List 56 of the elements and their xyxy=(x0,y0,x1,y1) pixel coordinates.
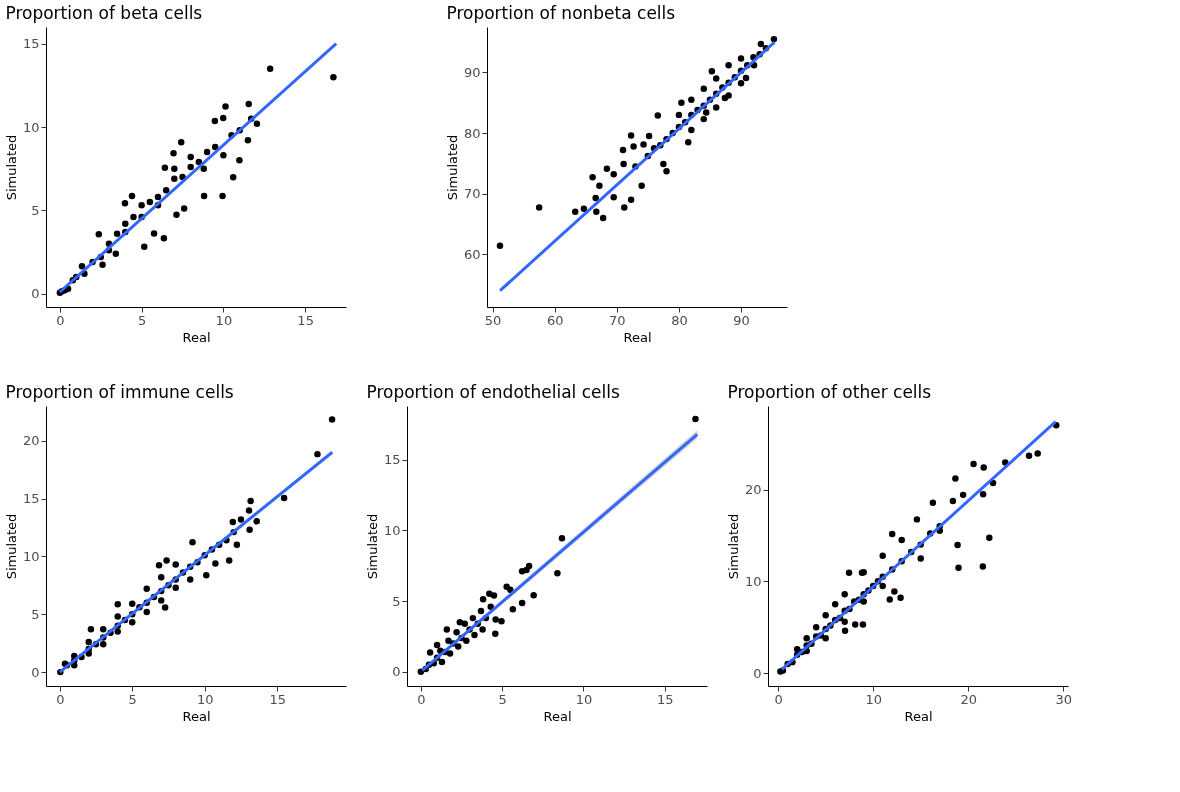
chart-title: Proportion of immune cells xyxy=(5,382,234,402)
x-axis-title: Real xyxy=(543,708,572,724)
y-tick-label: 10 xyxy=(744,573,762,589)
x-tick-label: 20 xyxy=(960,691,977,707)
y-axis-title: Simulated xyxy=(725,513,741,580)
x-tick-label: 0 xyxy=(56,312,65,328)
x-tick-label: 0 xyxy=(417,691,426,707)
x-tick-label: 10 xyxy=(865,691,882,707)
x-axis-title: Real xyxy=(182,329,211,345)
y-tick-label: 15 xyxy=(22,491,40,507)
chart-title: Proportion of nonbeta cells xyxy=(446,3,676,23)
y-tick-label: 10 xyxy=(22,548,40,564)
y-tick-label: 0 xyxy=(392,664,401,680)
y-tick-label: 5 xyxy=(31,606,40,622)
x-tick-label: 30 xyxy=(1055,691,1073,707)
x-tick-label: 10 xyxy=(196,691,214,707)
y-tick-label: 20 xyxy=(744,482,762,498)
x-tick-label: 70 xyxy=(609,312,626,328)
y-tick-label: 70 xyxy=(463,186,481,202)
y-tick-label: 10 xyxy=(383,522,401,538)
y-tick-label: 15 xyxy=(22,36,40,52)
x-tick-label: 0 xyxy=(56,691,65,707)
chart-title: Proportion of beta cells xyxy=(5,3,203,23)
y-tick-label: 20 xyxy=(22,433,40,449)
y-axis-title: Simulated xyxy=(3,513,19,580)
chart-title: Proportion of endothelial cells xyxy=(366,382,620,402)
x-axis-title: Real xyxy=(623,329,652,345)
x-tick-label: 10 xyxy=(215,312,233,328)
x-tick-label: 60 xyxy=(546,312,564,328)
x-tick-label: 5 xyxy=(138,312,147,328)
x-tick-label: 0 xyxy=(774,691,783,707)
x-tick-label: 50 xyxy=(484,312,502,328)
x-tick-label: 90 xyxy=(733,312,750,328)
x-tick-label: 15 xyxy=(656,691,674,707)
y-tick-label: 5 xyxy=(392,593,401,609)
y-tick-label: 80 xyxy=(463,125,481,141)
x-axis-title: Real xyxy=(904,708,933,724)
y-tick-label: 0 xyxy=(31,664,40,680)
x-tick-label: 5 xyxy=(498,691,507,707)
y-tick-label: 10 xyxy=(22,119,40,135)
y-tick-label: 5 xyxy=(31,202,40,218)
y-tick-label: 0 xyxy=(753,665,762,681)
x-axis-title: Real xyxy=(182,708,211,724)
x-tick-label: 15 xyxy=(297,312,314,328)
y-tick-label: 60 xyxy=(463,246,481,262)
y-axis-title: Simulated xyxy=(3,134,19,201)
chart-title: Proportion of other cells xyxy=(727,382,932,402)
x-tick-label: 80 xyxy=(671,312,688,328)
x-tick-label: 15 xyxy=(269,691,286,707)
y-tick-label: 15 xyxy=(383,452,401,468)
y-axis-title: Simulated xyxy=(444,134,460,201)
y-tick-label: 0 xyxy=(31,286,40,302)
x-tick-label: 10 xyxy=(575,691,593,707)
y-axis-title: Simulated xyxy=(364,513,380,580)
x-tick-label: 5 xyxy=(128,691,137,707)
y-tick-label: 90 xyxy=(463,64,481,80)
